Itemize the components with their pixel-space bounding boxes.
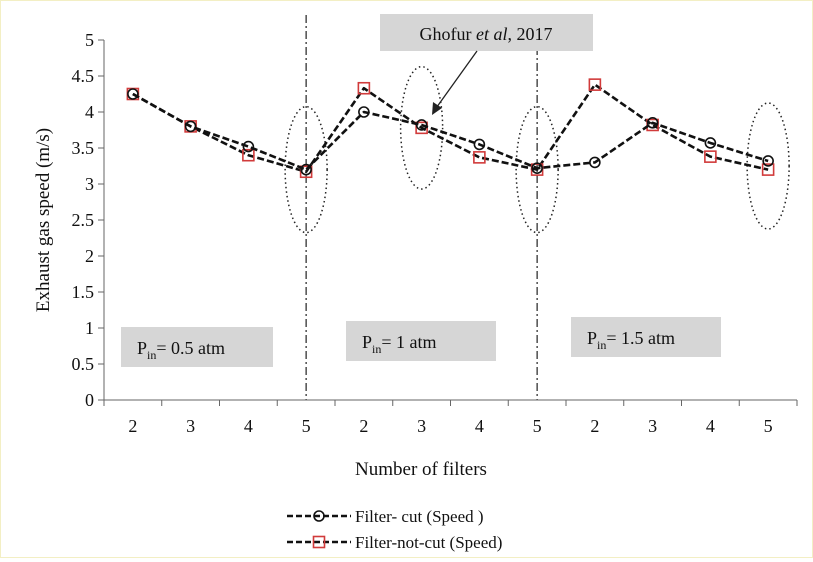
x-tick-label: 4 xyxy=(706,416,715,436)
x-tick-label: 4 xyxy=(244,416,253,436)
data-point-filter-not-cut xyxy=(299,165,313,179)
citation-label: Ghofur et al, 2017 xyxy=(420,24,553,44)
data-point-filter-cut xyxy=(531,162,543,174)
data-point-filter-cut xyxy=(646,117,659,129)
pressure-label: Pin= 1 atm xyxy=(362,332,437,356)
data-point-filter-cut xyxy=(127,88,139,100)
x-tick-label: 5 xyxy=(764,416,773,436)
y-tick-label: 3.5 xyxy=(72,138,95,158)
highlight-ellipse xyxy=(284,105,328,234)
y-tick-label: 1.5 xyxy=(72,282,95,302)
data-point-filter-cut xyxy=(242,140,255,153)
y-tick-label: 2 xyxy=(85,246,94,266)
data-point-filter-cut xyxy=(415,119,428,131)
x-tick-label: 5 xyxy=(302,416,311,436)
data-point-filter-cut xyxy=(473,138,486,151)
y-axis-title: Exhaust gas speed (m/s) xyxy=(33,128,54,312)
x-tick-label: 3 xyxy=(417,416,426,436)
y-tick-label: 2.5 xyxy=(72,210,95,230)
y-tick-label: 3 xyxy=(85,174,94,194)
legend-label: Filter- cut (Speed ) xyxy=(355,507,484,526)
pressure-label: Pin= 1.5 atm xyxy=(587,328,675,352)
data-point-filter-not-cut xyxy=(357,81,371,95)
x-tick-label: 4 xyxy=(475,416,484,436)
data-point-filter-cut xyxy=(762,155,774,167)
x-tick-label: 3 xyxy=(186,416,195,436)
highlight-ellipse xyxy=(399,65,444,190)
legend-label: Filter-not-cut (Speed) xyxy=(355,533,502,552)
series-line-2 xyxy=(132,83,769,174)
pressure-label: Pin= 0.5 atm xyxy=(137,338,225,362)
y-tick-label: 1 xyxy=(85,318,94,338)
series-line-1 xyxy=(132,92,769,171)
y-tick-label: 5 xyxy=(85,30,94,50)
citation-arrow xyxy=(433,50,478,112)
highlight-ellipse xyxy=(515,105,559,234)
x-tick-label: 2 xyxy=(128,416,137,436)
x-tick-label: 2 xyxy=(590,416,599,436)
data-point-filter-not-cut xyxy=(704,150,717,163)
y-tick-label: 0 xyxy=(85,390,94,410)
legend-marker xyxy=(312,535,326,549)
data-point-filter-cut xyxy=(300,163,312,176)
pressure-box xyxy=(571,317,721,357)
pressure-box xyxy=(121,327,273,367)
data-point-filter-not-cut xyxy=(242,148,255,162)
data-point-filter-cut xyxy=(184,120,197,133)
data-point-filter-not-cut xyxy=(761,163,775,176)
x-tick-label: 5 xyxy=(533,416,542,436)
data-point-filter-not-cut xyxy=(473,151,486,164)
y-tick-label: 4 xyxy=(85,102,94,122)
data-point-filter-not-cut xyxy=(588,78,602,91)
data-point-filter-cut xyxy=(704,137,717,149)
x-axis-title: Number of filters xyxy=(355,459,487,480)
data-point-filter-cut xyxy=(358,106,370,118)
x-tick-label: 2 xyxy=(359,416,368,436)
y-tick-label: 4.5 xyxy=(72,66,95,86)
data-point-filter-not-cut xyxy=(646,118,659,132)
y-tick-label: 0.5 xyxy=(72,354,95,374)
x-tick-label: 3 xyxy=(648,416,657,436)
citation-box xyxy=(380,14,593,51)
legend-marker xyxy=(313,510,325,522)
data-point-filter-cut xyxy=(589,156,601,169)
pressure-box xyxy=(346,321,496,361)
citation-arrowhead xyxy=(432,102,442,115)
